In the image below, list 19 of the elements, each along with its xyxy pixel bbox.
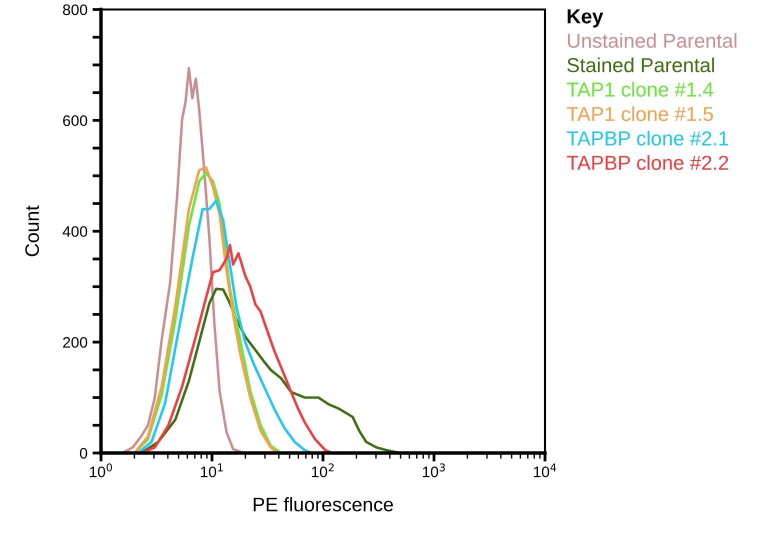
x-tick-label: 10$^{0}$ [90, 463, 112, 478]
y-axis-title: Count [25, 205, 40, 256]
x-axis-title: PE fluorescence [254, 497, 393, 512]
y-tick-label: 200 [63, 336, 88, 348]
x-tick-label: 10$^{2}$ [312, 463, 334, 478]
text: Unstained Parental [568, 33, 736, 48]
x-tick-label: 10$^{4}$ [534, 464, 556, 478]
y-tick-label: 600 [63, 115, 88, 126]
text: TAPBP clone #2.2 [566, 155, 728, 170]
x-tick-label: 10$^{1}$ [200, 464, 223, 478]
y-tick-label: 0 [80, 448, 88, 459]
text: Stained Parental [567, 58, 714, 72]
y-tick-label: 400 [62, 226, 88, 237]
text: TAP1 clone #1.5 [566, 106, 713, 122]
y-tick-label: 800 [62, 4, 88, 16]
text: TAP1 clone #1.4 [566, 82, 714, 97]
x-tick-label: 10$^{3}$ [422, 463, 445, 478]
legend-title: Key [568, 9, 604, 28]
text: TAPBP clone #2.1 [566, 130, 728, 146]
